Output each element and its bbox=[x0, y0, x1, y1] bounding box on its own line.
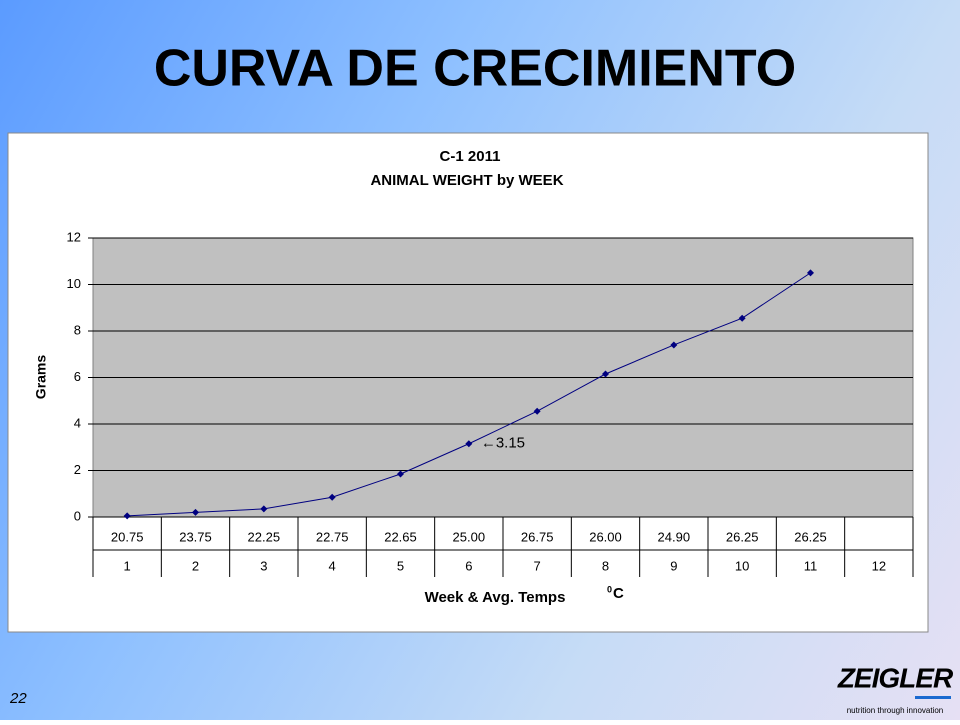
temp-label: 26.00 bbox=[589, 529, 622, 544]
logo-tagline: nutrition through innovation bbox=[847, 706, 944, 715]
marker bbox=[533, 407, 541, 415]
x-tick-label: 3 bbox=[260, 558, 267, 573]
temp-label: 26.75 bbox=[521, 529, 554, 544]
marker bbox=[123, 512, 131, 520]
temp-label: 20.75 bbox=[111, 529, 144, 544]
marker bbox=[397, 470, 404, 478]
marker bbox=[738, 314, 746, 322]
x-tick-label: 9 bbox=[670, 558, 677, 573]
chart-subtitle: ANIMAL WEIGHT by WEEK bbox=[370, 172, 563, 189]
y-axis-label: Grams bbox=[33, 355, 49, 400]
temp-label: 22.65 bbox=[384, 529, 417, 544]
y-tick-label: 0 bbox=[74, 508, 81, 523]
y-tick-label: 10 bbox=[67, 276, 81, 291]
page-number: 22 bbox=[9, 690, 27, 707]
annotation: ←3.15 bbox=[481, 435, 525, 452]
x-tick-label: 10 bbox=[735, 558, 749, 573]
x-tick-label: 1 bbox=[124, 558, 131, 573]
chart-title: C-1 2011 bbox=[440, 148, 501, 165]
marker bbox=[465, 440, 473, 448]
temp-label: 26.25 bbox=[794, 529, 827, 544]
x-tick-label: 7 bbox=[534, 558, 541, 573]
marker bbox=[192, 508, 199, 516]
temp-label: 26.25 bbox=[726, 529, 759, 544]
y-tick-label: 12 bbox=[67, 229, 81, 244]
x-tick-label: 12 bbox=[872, 558, 886, 573]
temp-label: 25.00 bbox=[453, 529, 486, 544]
temp-label: 22.25 bbox=[248, 529, 281, 544]
temp-label: 22.75 bbox=[316, 529, 349, 544]
y-tick-label: 6 bbox=[74, 369, 81, 384]
x-tick-label: 6 bbox=[465, 558, 472, 573]
unit: C bbox=[613, 585, 624, 602]
y-tick-label: 8 bbox=[74, 322, 81, 337]
y-tick-label: 2 bbox=[74, 462, 81, 477]
marker bbox=[602, 370, 609, 378]
marker bbox=[670, 341, 678, 349]
x-axis-label: Week & Avg. Temps bbox=[425, 589, 566, 606]
logo-bar bbox=[915, 696, 951, 699]
unit-sup: 0 bbox=[607, 584, 612, 594]
logo: ZEIGLER bbox=[837, 662, 954, 693]
x-tick-label: 4 bbox=[329, 558, 336, 573]
marker bbox=[260, 505, 268, 513]
temp-label: 23.75 bbox=[179, 529, 212, 544]
x-tick-label: 8 bbox=[602, 558, 609, 573]
marker bbox=[328, 493, 336, 501]
y-tick-label: 4 bbox=[74, 415, 81, 430]
marker bbox=[807, 269, 814, 277]
slide-title: CURVA DE CRECIMIENTO bbox=[154, 40, 796, 98]
temp-label: 24.90 bbox=[658, 529, 691, 544]
x-tick-label: 5 bbox=[397, 558, 404, 573]
x-tick-label: 11 bbox=[804, 558, 818, 573]
x-tick-label: 2 bbox=[192, 558, 199, 573]
